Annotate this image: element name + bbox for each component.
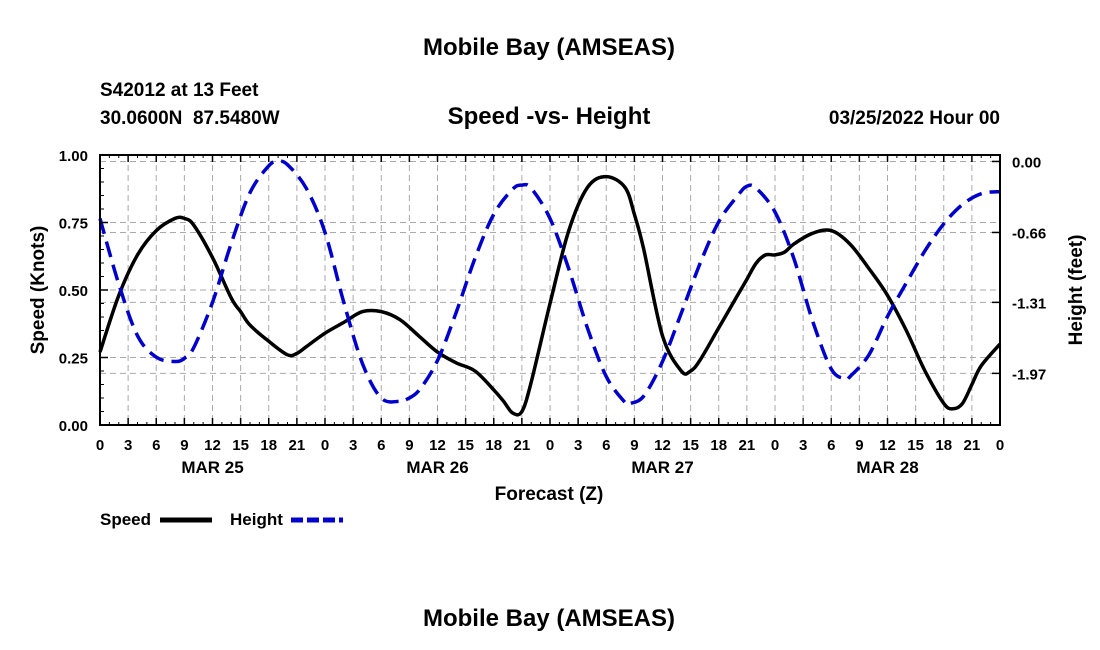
tick-marks bbox=[99, 154, 1001, 426]
series-group bbox=[98, 159, 1002, 417]
footer-title: Mobile Bay (AMSEAS) bbox=[423, 605, 675, 632]
tick-labels: 0 3 6 9 12 15 18 21 0 3 6 9 12 15 18 21 0 3 6 9 12 15 18 21 0 3 6 9… bbox=[59, 148, 1046, 477]
x-tick-label: 18 bbox=[935, 437, 952, 454]
x-tick-label: 12 bbox=[204, 437, 221, 454]
y-right-tick-label: 0.00 bbox=[1012, 154, 1041, 171]
y-left-tick-label: 0.00 bbox=[59, 418, 88, 435]
date-label: MAR 27 bbox=[631, 458, 693, 477]
x-tick-label: 6 bbox=[602, 437, 610, 454]
y-left-tick-label: 0.75 bbox=[59, 216, 88, 233]
x-tick-label: 0 bbox=[546, 437, 554, 454]
x-tick-label: 15 bbox=[232, 437, 249, 454]
y-left-tick-label: 0.25 bbox=[59, 351, 88, 368]
date-label: MAR 26 bbox=[406, 458, 468, 477]
x-tick-label: 3 bbox=[124, 437, 132, 454]
x-tick-label: 6 bbox=[827, 437, 835, 454]
legend-height-label: Height bbox=[230, 510, 283, 529]
y-left-tick-label: 0.50 bbox=[59, 283, 88, 300]
x-tick-label: 21 bbox=[289, 437, 306, 454]
y-right-tick-label: -1.97 bbox=[1012, 366, 1046, 383]
x-tick-label: 21 bbox=[964, 437, 981, 454]
date-label: MAR 28 bbox=[856, 458, 918, 477]
x-tick-label: 18 bbox=[260, 437, 277, 454]
x-tick-label: 12 bbox=[879, 437, 896, 454]
x-tick-label: 0 bbox=[771, 437, 779, 454]
y-right-tick-label: -1.31 bbox=[1012, 295, 1046, 312]
y-axis-left-label: Speed (Knots) bbox=[28, 226, 49, 355]
x-tick-label: 18 bbox=[710, 437, 727, 454]
legend-speed-label: Speed bbox=[100, 510, 151, 529]
x-tick-label: 15 bbox=[907, 437, 924, 454]
x-tick-label: 6 bbox=[152, 437, 160, 454]
station-coords: 30.0600N 87.5480W bbox=[100, 108, 280, 129]
station-name: S42012 at 13 Feet bbox=[100, 80, 259, 101]
x-tick-label: 3 bbox=[574, 437, 582, 454]
x-tick-label: 12 bbox=[654, 437, 671, 454]
x-tick-label: 9 bbox=[855, 437, 863, 454]
x-tick-label: 0 bbox=[96, 437, 104, 454]
chart-title: Speed -vs- Height bbox=[448, 103, 651, 130]
legend: Speed Height bbox=[100, 510, 343, 529]
y-left-tick-label: 1.00 bbox=[59, 148, 88, 165]
y-axis-right-label: Height (feet) bbox=[1066, 235, 1087, 346]
x-tick-label: 6 bbox=[377, 437, 385, 454]
x-tick-label: 3 bbox=[349, 437, 357, 454]
height-series-line bbox=[98, 159, 1001, 407]
x-tick-label: 9 bbox=[180, 437, 188, 454]
y-right-tick-label: -0.66 bbox=[1012, 225, 1046, 242]
x-tick-label: 9 bbox=[630, 437, 638, 454]
page-title: Mobile Bay (AMSEAS) bbox=[423, 34, 675, 61]
x-tick-label: 21 bbox=[514, 437, 531, 454]
x-tick-label: 3 bbox=[799, 437, 807, 454]
x-tick-label: 21 bbox=[739, 437, 756, 454]
grid bbox=[100, 155, 1000, 425]
x-tick-label: 18 bbox=[485, 437, 502, 454]
x-tick-label: 15 bbox=[682, 437, 699, 454]
x-tick-label: 12 bbox=[429, 437, 446, 454]
x-tick-label: 0 bbox=[996, 437, 1004, 454]
x-tick-label: 0 bbox=[321, 437, 329, 454]
x-axis-label: Forecast (Z) bbox=[495, 484, 604, 505]
x-tick-label: 15 bbox=[457, 437, 474, 454]
forecast-datetime: 03/25/2022 Hour 00 bbox=[829, 108, 1000, 129]
speed-series-line bbox=[98, 174, 1002, 417]
x-tick-label: 9 bbox=[405, 437, 413, 454]
date-label: MAR 25 bbox=[181, 458, 243, 477]
